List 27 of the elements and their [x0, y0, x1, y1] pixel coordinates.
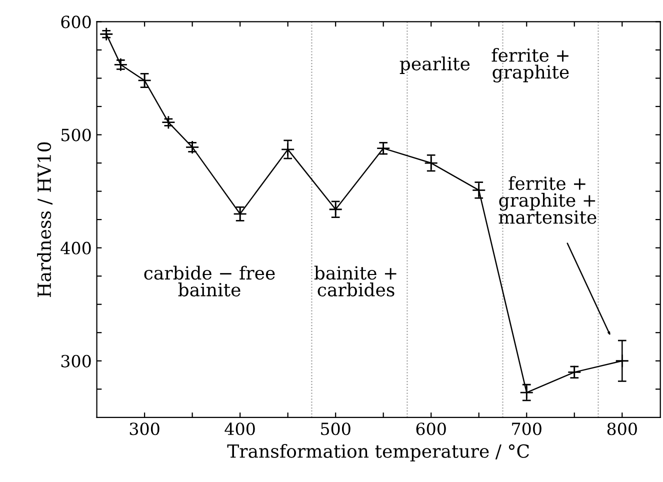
x-tick-label: 800 — [607, 422, 637, 436]
x-axis-title: Transformation temperature / °C — [227, 444, 529, 462]
point — [99, 27, 114, 42]
point — [472, 183, 486, 198]
x-tick-label: 600 — [416, 422, 446, 436]
point — [424, 156, 438, 170]
x-tick-label: 500 — [321, 422, 350, 436]
point — [280, 142, 295, 156]
annotation: carbide − free bainite — [144, 266, 275, 296]
annotation: ferrite + graphite + martensite — [498, 176, 596, 224]
y-axis-title: Hardness / HV10 — [37, 142, 52, 297]
x-tick-label: 400 — [224, 422, 255, 436]
y-tick-label: 600 — [61, 16, 91, 28]
x-tick-label: 300 — [130, 422, 160, 436]
y-tick-label: 300 — [61, 354, 91, 368]
point — [567, 365, 582, 380]
point — [615, 354, 630, 368]
annotation: bainite + carbides — [314, 266, 396, 296]
point — [233, 206, 248, 221]
y-tick-label: 400 — [60, 242, 91, 254]
x-tick-label: 700 — [512, 422, 542, 436]
point — [328, 202, 343, 216]
annotation: pearlite — [400, 56, 470, 74]
point — [520, 386, 534, 400]
annotation: ferrite + graphite — [492, 48, 569, 82]
point — [161, 115, 176, 130]
y-tick-label: 500 — [62, 128, 91, 142]
